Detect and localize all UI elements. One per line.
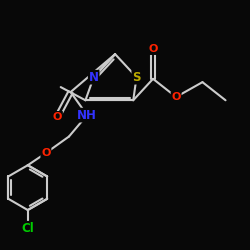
Text: O: O	[41, 148, 50, 158]
Text: NH: NH	[77, 108, 97, 122]
Text: O: O	[53, 112, 62, 122]
Text: S: S	[132, 71, 141, 84]
Text: N: N	[89, 71, 99, 84]
Text: Cl: Cl	[22, 222, 34, 235]
Text: O: O	[172, 92, 181, 102]
Text: O: O	[148, 44, 158, 54]
